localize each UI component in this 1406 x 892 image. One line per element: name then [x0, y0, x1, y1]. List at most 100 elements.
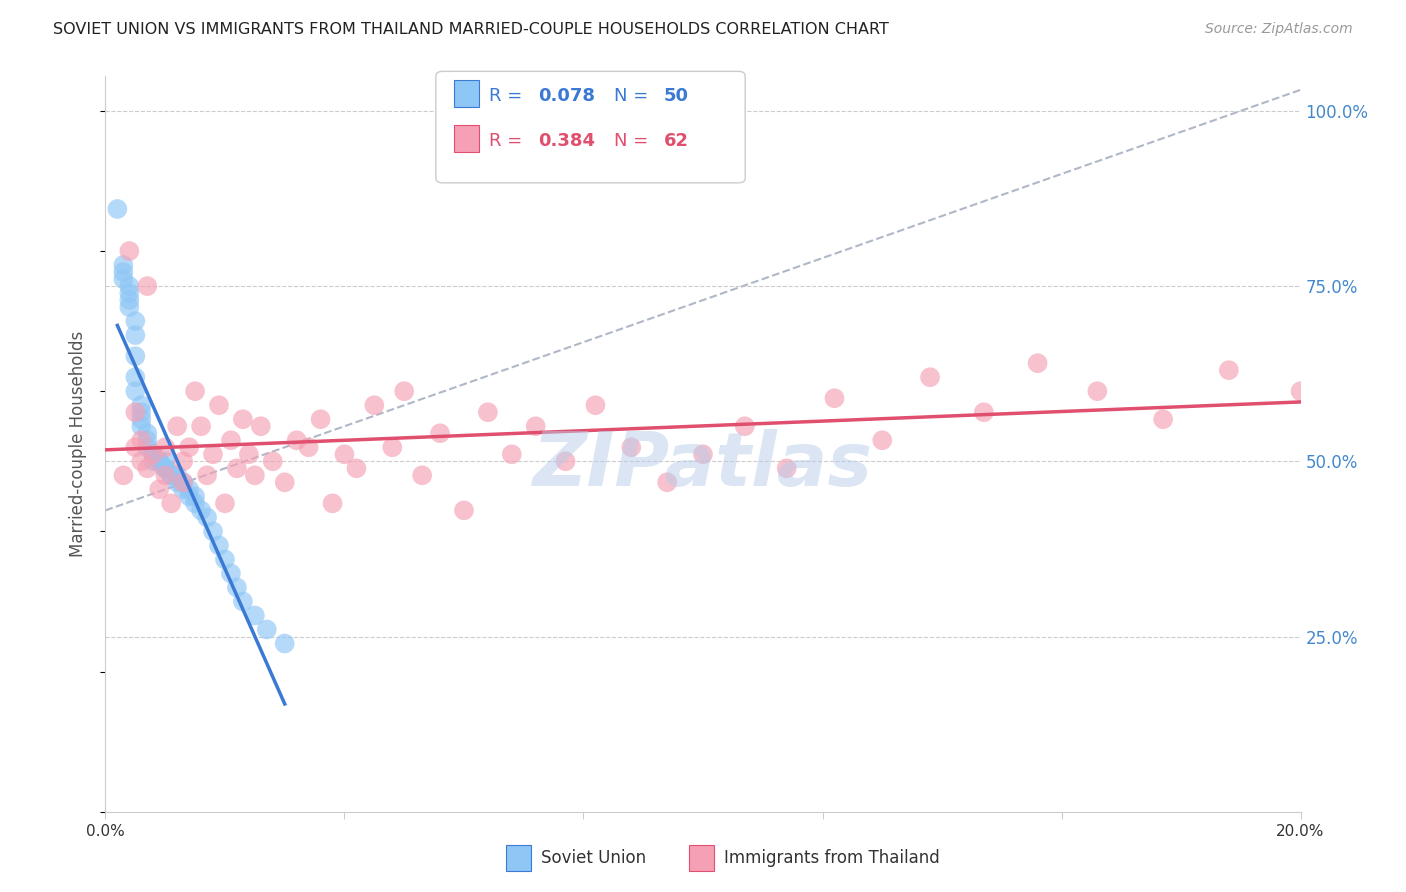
Point [655, 475, 679, 490]
Text: N =: N = [614, 87, 654, 105]
Point [153, 468, 177, 483]
Point [177, 440, 200, 454]
Point [219, 434, 242, 448]
Point [112, 272, 135, 286]
Point [363, 398, 385, 412]
Point [184, 489, 207, 503]
Point [1289, 384, 1312, 399]
Point [238, 447, 260, 461]
Text: Immigrants from Thailand: Immigrants from Thailand [724, 849, 939, 867]
Point [333, 447, 356, 461]
Point [118, 244, 141, 258]
Text: N =: N = [614, 132, 654, 150]
Point [273, 475, 295, 490]
Point [250, 419, 273, 434]
Point [172, 483, 194, 497]
Text: 62: 62 [664, 132, 689, 150]
Point [870, 434, 894, 448]
Y-axis label: Married-couple Households: Married-couple Households [69, 331, 87, 557]
Point [208, 538, 231, 552]
Point [124, 370, 146, 384]
Point [429, 426, 451, 441]
Point [585, 398, 607, 412]
Point [153, 461, 177, 475]
Point [160, 468, 183, 483]
Text: R =: R = [489, 132, 529, 150]
Text: R =: R = [489, 87, 529, 105]
Point [195, 510, 218, 524]
Point [172, 454, 194, 468]
Point [243, 608, 266, 623]
Point [118, 286, 141, 301]
Point [620, 440, 643, 454]
Point [118, 293, 141, 307]
Point [118, 279, 141, 293]
Point [142, 454, 165, 468]
Point [202, 447, 225, 461]
Point [153, 461, 177, 475]
Point [153, 461, 177, 475]
Point [129, 419, 153, 434]
Point [142, 447, 165, 461]
Text: SOVIET UNION VS IMMIGRANTS FROM THAILAND MARRIED-COUPLE HOUSEHOLDS CORRELATION C: SOVIET UNION VS IMMIGRANTS FROM THAILAND… [53, 22, 890, 37]
Point [734, 419, 756, 434]
Point [142, 447, 165, 461]
Point [136, 440, 159, 454]
Point [172, 475, 194, 490]
Point [136, 426, 159, 441]
Point [148, 454, 170, 468]
Point [124, 328, 146, 343]
Point [262, 454, 284, 468]
Point [166, 475, 188, 490]
Point [153, 454, 177, 468]
Point [124, 384, 146, 399]
Point [142, 447, 165, 461]
Point [124, 349, 146, 363]
Point [124, 440, 146, 454]
Point [554, 454, 576, 468]
Text: Soviet Union: Soviet Union [541, 849, 647, 867]
Point [321, 496, 343, 510]
Point [177, 489, 200, 503]
Point [411, 468, 433, 483]
Point [392, 384, 416, 399]
Text: Source: ZipAtlas.com: Source: ZipAtlas.com [1205, 22, 1353, 37]
Point [129, 434, 153, 448]
Point [202, 524, 225, 539]
Text: 0.078: 0.078 [538, 87, 596, 105]
Point [824, 391, 846, 405]
Point [524, 419, 547, 434]
Point [172, 475, 194, 490]
Point [107, 202, 129, 216]
Point [136, 279, 159, 293]
Point [190, 419, 212, 434]
Point [112, 258, 135, 272]
Point [285, 434, 308, 448]
Point [477, 405, 499, 419]
Point [232, 412, 254, 426]
Point [160, 496, 183, 510]
Point [225, 581, 249, 595]
Point [219, 566, 242, 581]
Point [129, 412, 153, 426]
Point [112, 265, 135, 279]
Point [136, 434, 159, 448]
Point [136, 461, 159, 475]
Point [195, 468, 218, 483]
Point [1152, 412, 1174, 426]
Point [776, 461, 799, 475]
Point [973, 405, 995, 419]
Point [256, 623, 278, 637]
Point [1085, 384, 1108, 399]
Point [124, 314, 146, 328]
Point [166, 468, 188, 483]
Point [190, 503, 212, 517]
Text: 50: 50 [664, 87, 689, 105]
Point [166, 419, 188, 434]
Point [692, 447, 714, 461]
Point [1026, 356, 1049, 370]
Point [118, 300, 141, 314]
Point [501, 447, 523, 461]
Point [225, 461, 249, 475]
Point [381, 440, 404, 454]
